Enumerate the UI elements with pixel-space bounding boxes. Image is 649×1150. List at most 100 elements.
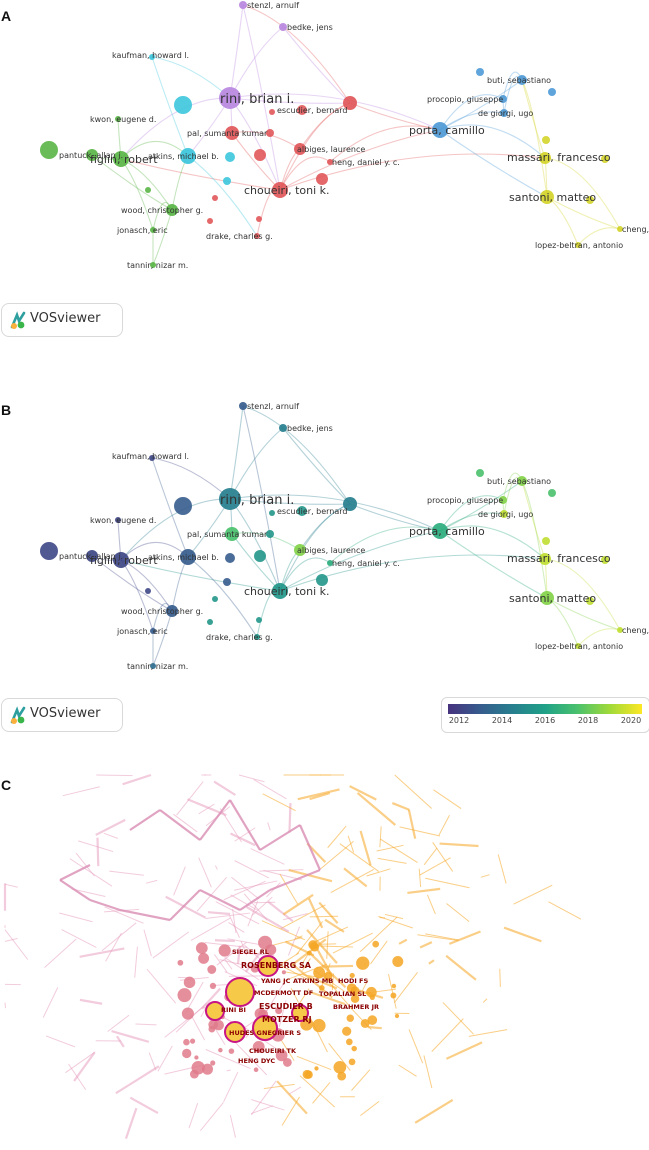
citespace-node — [360, 1019, 370, 1028]
network-node — [207, 619, 213, 625]
network-node — [432, 523, 448, 539]
citespace-node — [275, 1007, 283, 1015]
citespace-edge — [111, 1030, 150, 1043]
citespace-edge — [285, 971, 321, 979]
network-node — [113, 151, 129, 167]
citespace-edge — [309, 990, 346, 1006]
network-edge — [279, 530, 441, 592]
network-edge — [279, 503, 351, 592]
network-edge — [439, 124, 546, 159]
citespace-edge — [199, 799, 231, 841]
network-edge — [229, 97, 351, 104]
node-label: pantuck, allan j. — [59, 552, 123, 561]
citespace-edge — [423, 1055, 433, 1089]
network-node — [343, 497, 357, 511]
network-edge — [229, 498, 351, 505]
network-node — [149, 455, 155, 461]
network-node — [115, 116, 121, 122]
citespace-edge — [262, 793, 296, 812]
citespace-edge — [213, 954, 228, 973]
citespace-edge — [326, 931, 329, 959]
node-label: wood, christopher g. — [121, 206, 203, 215]
network-node — [254, 233, 260, 239]
network-node — [239, 402, 247, 410]
panel-c-letter: C — [1, 777, 12, 793]
citespace-edge — [425, 877, 470, 889]
network-edge — [91, 555, 173, 612]
citespace-edge — [288, 868, 333, 883]
network-node — [113, 552, 129, 568]
citespace-edge — [234, 1041, 268, 1076]
citespace-edge — [294, 935, 303, 940]
citespace-edge — [499, 968, 501, 987]
network-node — [225, 152, 235, 162]
citespace-node — [257, 955, 279, 977]
network-node — [316, 173, 328, 185]
citespace-edge — [366, 868, 391, 877]
citespace-edge — [185, 981, 204, 1012]
citespace-node — [228, 1048, 235, 1054]
citespace-edge — [497, 854, 507, 884]
network-edge — [120, 498, 231, 561]
citespace-edge — [309, 915, 339, 918]
citespace-node-label: HENG DYC — [238, 1057, 275, 1065]
citespace-edge — [176, 781, 204, 816]
network-node — [150, 262, 156, 268]
citespace-edge — [129, 809, 161, 831]
citespace-node — [319, 985, 325, 991]
citespace-node — [177, 959, 184, 966]
citespace-edge-layer — [3, 773, 582, 1139]
network-edge — [546, 196, 621, 230]
citespace-edge — [146, 968, 177, 1004]
network-edge — [546, 196, 579, 246]
node-label: stenzl, arnulf — [247, 402, 299, 411]
node-label: escudier, bernard — [277, 106, 348, 115]
citespace-edge — [59, 864, 91, 881]
network-edge — [229, 405, 244, 500]
network-edge — [439, 495, 504, 532]
citespace-node — [177, 988, 192, 1003]
citespace-edge — [307, 898, 324, 929]
citespace-edge — [426, 894, 436, 915]
network-node — [86, 550, 98, 562]
citespace-edge — [261, 920, 306, 941]
network-node — [40, 542, 58, 560]
node-label: tannir, nizar m. — [127, 662, 188, 671]
citespace-edge — [278, 963, 309, 981]
citespace-node — [302, 1069, 312, 1079]
citespace-node — [346, 1014, 354, 1022]
citespace-edge — [279, 873, 299, 905]
network-node — [150, 227, 156, 233]
citespace-edge — [233, 880, 278, 891]
node-label: kaufman, howard l. — [112, 452, 189, 461]
citespace-node — [265, 944, 277, 956]
network-edge — [577, 227, 621, 246]
citespace-node — [218, 1047, 223, 1053]
network-edge — [349, 102, 441, 131]
panel-a-network: stenzl, arnulf bedke, jens kaufman, howard… — [40, 1, 649, 270]
network-edge — [521, 79, 548, 198]
network-edge — [439, 79, 523, 131]
citespace-edge — [44, 938, 77, 968]
citespace-edge — [229, 832, 256, 847]
citespace-edge — [332, 932, 373, 954]
network-edge — [521, 480, 546, 560]
citespace-node — [392, 956, 404, 967]
network-node — [499, 496, 507, 504]
network-edge — [349, 503, 441, 532]
network-node — [432, 122, 448, 138]
citespace-edge — [59, 879, 91, 901]
citespace-node — [291, 1004, 309, 1022]
citespace-edge — [135, 1023, 157, 1026]
colorbar-tick-label: 2012 — [448, 716, 470, 725]
citespace-edge — [425, 933, 459, 941]
network-node — [166, 204, 178, 216]
citespace-edge — [378, 915, 414, 929]
citespace-edge — [198, 803, 215, 815]
citespace-edge — [301, 958, 311, 971]
citespace-edge — [259, 824, 301, 851]
node-label: bedke, jens — [287, 23, 333, 32]
citespace-edge — [238, 774, 265, 783]
node-label: kaufman, howard l. — [112, 51, 189, 60]
citespace-edge — [327, 825, 347, 849]
